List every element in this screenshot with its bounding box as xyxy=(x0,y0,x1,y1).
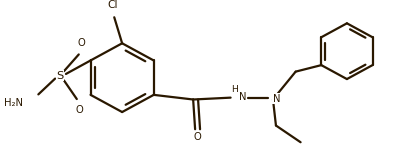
Text: N: N xyxy=(273,94,280,104)
Text: Cl: Cl xyxy=(107,0,118,10)
Text: N: N xyxy=(239,92,246,102)
Text: O: O xyxy=(76,105,83,115)
Text: O: O xyxy=(193,132,201,142)
Text: S: S xyxy=(57,71,63,81)
Text: O: O xyxy=(78,38,85,48)
Text: H: H xyxy=(231,85,238,94)
Text: H₂N: H₂N xyxy=(4,98,22,108)
